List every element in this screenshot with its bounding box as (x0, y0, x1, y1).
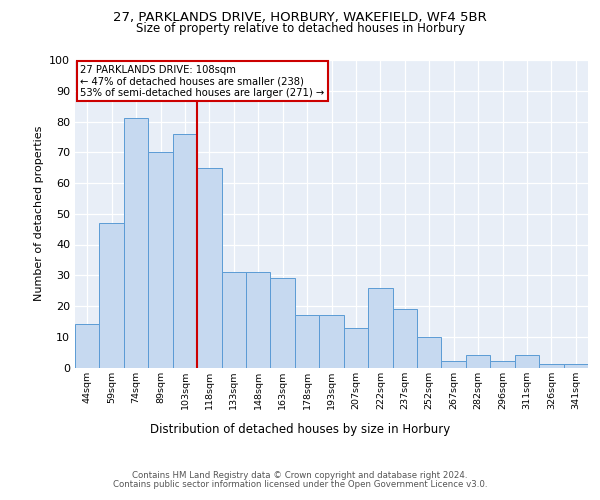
Bar (124, 118, 148, 368)
Text: Contains public sector information licensed under the Open Government Licence v3: Contains public sector information licen… (113, 480, 487, 489)
Text: Size of property relative to detached houses in Horbury: Size of property relative to detached ho… (136, 22, 464, 35)
Bar (368, 288, 392, 368)
Bar (319, 315, 344, 368)
Bar (271, 278, 295, 368)
Y-axis label: Number of detached properties: Number of detached properties (34, 126, 44, 302)
Text: Distribution of detached houses by size in Horbury: Distribution of detached houses by size … (150, 422, 450, 436)
Bar (221, 272, 246, 368)
Text: 27 PARKLANDS DRIVE: 108sqm
← 47% of detached houses are smaller (238)
53% of sem: 27 PARKLANDS DRIVE: 108sqm ← 47% of deta… (80, 64, 325, 98)
Bar (539, 364, 563, 368)
Bar (344, 328, 368, 368)
Bar (197, 168, 221, 368)
Bar (466, 355, 490, 368)
Bar (295, 315, 319, 368)
Bar (75, 324, 100, 368)
Bar (246, 272, 271, 368)
Bar (148, 152, 173, 368)
Bar (417, 337, 442, 368)
Bar (173, 134, 197, 368)
Bar (563, 364, 588, 368)
Bar (392, 309, 417, 368)
Text: Contains HM Land Registry data © Crown copyright and database right 2024.: Contains HM Land Registry data © Crown c… (132, 471, 468, 480)
Bar (515, 355, 539, 368)
Bar (490, 362, 515, 368)
Text: 27, PARKLANDS DRIVE, HORBURY, WAKEFIELD, WF4 5BR: 27, PARKLANDS DRIVE, HORBURY, WAKEFIELD,… (113, 11, 487, 24)
Bar (100, 223, 124, 368)
Bar (442, 362, 466, 368)
